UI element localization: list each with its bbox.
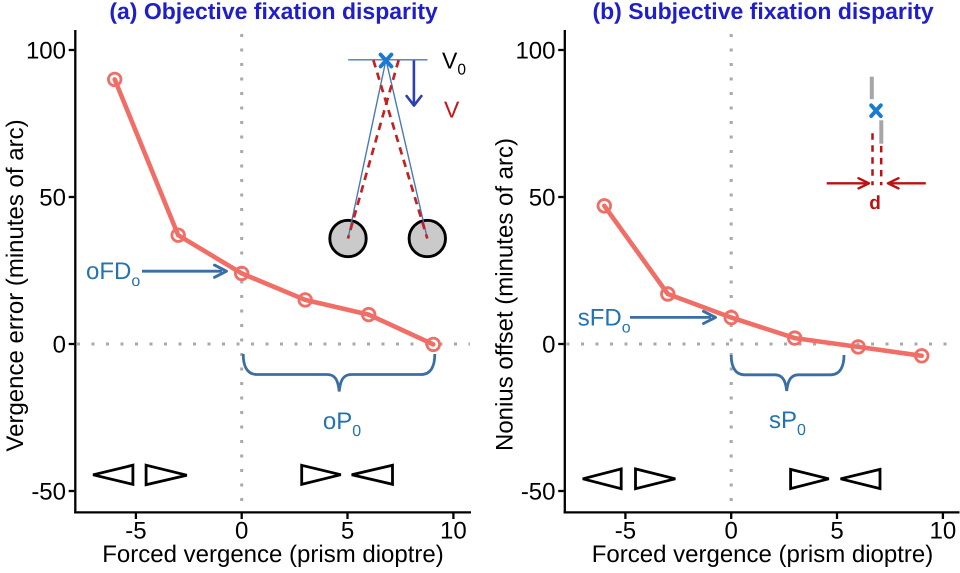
svg-text:50: 50 [39, 185, 66, 212]
svg-text:Forced vergence (prism dioptre: Forced vergence (prism dioptre) [102, 541, 443, 568]
svg-text:(b) Subjective fixation dispar: (b) Subjective fixation disparity [592, 0, 933, 24]
svg-text:5: 5 [830, 518, 843, 545]
svg-text:0: 0 [53, 332, 66, 359]
svg-text:Vergence error (minutes of arc: Vergence error (minutes of arc) [2, 119, 29, 451]
svg-text:10: 10 [440, 518, 467, 545]
svg-text:V: V [444, 97, 460, 123]
svg-text:50: 50 [529, 185, 556, 212]
svg-text:-50: -50 [521, 479, 556, 506]
svg-text:100: 100 [515, 38, 555, 65]
svg-text:d: d [869, 193, 881, 214]
svg-text:0: 0 [542, 332, 555, 359]
svg-text:0: 0 [235, 518, 248, 545]
svg-text:5: 5 [341, 518, 354, 545]
svg-text:(a) Objective fixation dispari: (a) Objective fixation disparity [109, 0, 438, 24]
svg-text:10: 10 [930, 518, 957, 545]
svg-text:-5: -5 [615, 518, 636, 545]
svg-text:oFDo: oFDo [86, 258, 140, 290]
svg-text:-50: -50 [31, 479, 66, 506]
svg-text:-5: -5 [125, 518, 146, 545]
svg-text:Forced vergence (prism dioptre: Forced vergence (prism dioptre) [592, 541, 933, 568]
svg-text:Nonius offset (minutes of arc): Nonius offset (minutes of arc) [492, 138, 519, 451]
svg-text:100: 100 [26, 38, 66, 65]
svg-text:0: 0 [725, 518, 738, 545]
